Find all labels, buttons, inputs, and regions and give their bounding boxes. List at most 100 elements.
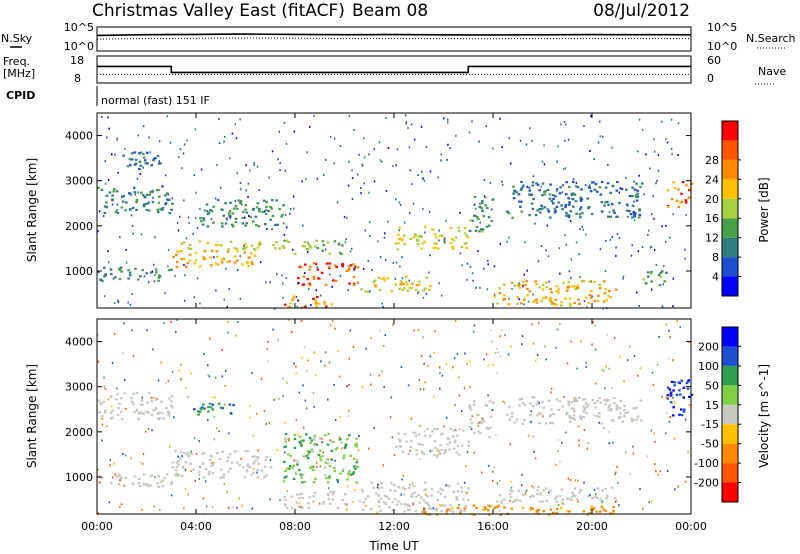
echo-cell <box>573 193 577 196</box>
echo-cell <box>236 250 239 253</box>
echo-cell <box>403 502 407 505</box>
noise-cell <box>109 268 112 271</box>
noise-cell <box>590 512 592 515</box>
noise-cell <box>424 381 426 384</box>
noise-cell <box>252 468 255 471</box>
echo-cell <box>565 211 568 214</box>
echo-cell <box>603 399 606 402</box>
echo-cell <box>484 508 487 511</box>
echo-cell <box>297 505 301 508</box>
noise-cell <box>180 363 182 366</box>
noise-cell <box>420 355 423 358</box>
echo-cell <box>308 437 312 440</box>
noise-cell <box>150 396 153 399</box>
echo-cell <box>600 501 603 504</box>
noise-cell <box>556 160 558 163</box>
colorbar-tick-label: 16 <box>705 212 719 225</box>
echo-cell <box>579 489 583 492</box>
echo-cell <box>100 188 104 191</box>
noise-cell <box>167 193 170 196</box>
echo-cell <box>220 244 223 247</box>
noise-cell <box>608 442 610 445</box>
noise-cell <box>508 236 510 239</box>
echo-cell <box>636 195 640 198</box>
noise-cell <box>471 272 474 275</box>
echo-cell <box>481 230 484 233</box>
echo-cell <box>487 509 490 512</box>
noise-cell <box>169 412 171 415</box>
echo-cell <box>538 500 542 503</box>
echo-cell <box>448 448 451 451</box>
noise-cell <box>598 421 600 424</box>
noise-cell <box>233 450 236 453</box>
noise-cell <box>286 226 288 229</box>
echo-cell <box>323 301 326 304</box>
echo-cell <box>549 298 552 302</box>
noise-cell <box>586 447 589 450</box>
echo-cell <box>609 512 612 515</box>
echo-cell <box>452 490 456 493</box>
echo-cell <box>329 490 333 494</box>
noise-cell <box>367 260 369 262</box>
noise-cell <box>570 193 573 196</box>
noise-cell <box>299 505 302 508</box>
echo-cell <box>541 500 544 503</box>
echo-cell <box>300 266 303 269</box>
echo-cell <box>549 414 552 417</box>
echo-cell <box>157 485 160 488</box>
echo-cell <box>531 396 534 399</box>
echo-cell <box>415 449 418 452</box>
noise-cell <box>215 289 217 292</box>
echo-cell <box>201 462 205 465</box>
noise-cell <box>506 240 508 243</box>
echo-cell <box>128 274 132 277</box>
echo-cell <box>212 461 215 464</box>
echo-cell <box>649 272 653 275</box>
noise-cell <box>421 177 424 180</box>
echo-cell <box>478 206 482 209</box>
noise-cell <box>533 449 535 452</box>
echo-cell <box>541 194 544 197</box>
noise-cell <box>466 491 468 494</box>
noise-cell <box>379 329 381 332</box>
echo-cell <box>233 261 237 264</box>
echo-cell <box>460 245 464 249</box>
echo-cell <box>300 492 303 495</box>
noise-cell <box>454 403 456 406</box>
echo-cell <box>680 200 684 203</box>
noise-cell <box>436 456 438 459</box>
echo-cell <box>534 214 538 217</box>
echo-cell <box>377 499 380 502</box>
echo-cell <box>142 152 145 155</box>
noise-cell <box>471 120 473 123</box>
echo-cell <box>385 495 389 498</box>
noise-cell <box>466 278 468 281</box>
noise-cell <box>420 125 423 128</box>
noise-cell <box>479 286 481 289</box>
echo-cell <box>542 510 546 513</box>
noise-cell <box>236 506 238 509</box>
echo-cell <box>437 490 440 493</box>
echo-cell <box>503 294 506 297</box>
noise-cell <box>666 470 669 472</box>
echo-cell <box>487 216 491 219</box>
noise-cell <box>508 137 511 140</box>
echo-cell <box>278 247 281 250</box>
nsearch-series-line <box>96 37 692 40</box>
echo-cell <box>228 210 232 213</box>
echo-cell <box>420 247 423 250</box>
noise-cell <box>616 466 618 468</box>
echo-cell <box>217 263 220 266</box>
echo-cell <box>677 188 680 191</box>
echo-cell <box>594 406 598 409</box>
echo-cell <box>377 494 380 497</box>
noise-cell <box>101 439 103 442</box>
echo-cell <box>180 242 184 245</box>
echo-cell <box>529 508 533 512</box>
noise-cell <box>183 263 185 266</box>
echo-cell <box>441 504 444 507</box>
echo-cell <box>631 186 634 189</box>
noise-cell <box>125 248 127 251</box>
echo-cell <box>604 288 607 291</box>
